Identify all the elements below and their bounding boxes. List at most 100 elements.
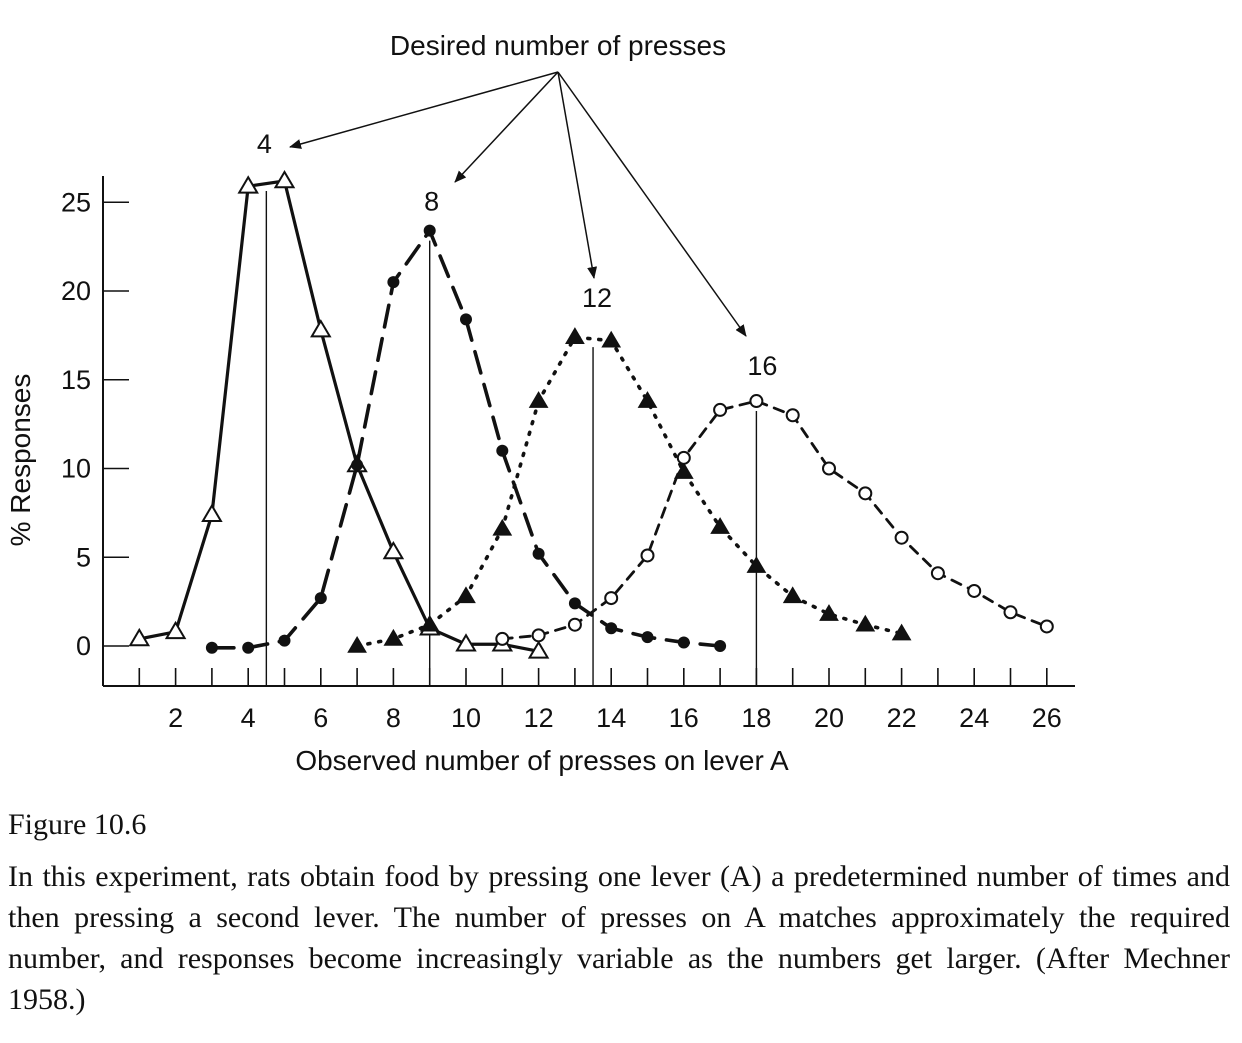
data-point [641,631,654,644]
data-point [164,620,187,640]
data-point [1039,619,1054,634]
target-lines [265,190,758,686]
x-tick-label: 8 [386,703,401,733]
x-tick-label: 2 [168,703,183,733]
data-point [242,641,255,654]
x-tick-label: 26 [1032,703,1062,733]
data-point [604,591,619,606]
data-point [673,462,694,479]
data-point [746,556,767,573]
target-label-8: 8 [424,187,439,217]
data-point [565,327,585,344]
target-label-4: 4 [257,129,272,159]
data-point [822,461,836,476]
data-point [782,586,803,604]
x-tick-label: 20 [814,703,844,733]
x-tick-label: 14 [596,703,626,733]
annotation-arrow [557,71,747,337]
data-point [601,330,622,348]
x-tick-label: 18 [741,703,771,733]
y-tick-label: 25 [61,187,91,217]
y-tick-label: 15 [61,365,91,395]
data-point [710,517,730,534]
y-tick-label: 20 [61,276,91,306]
data-point [387,276,400,289]
data-point [383,628,404,646]
data-point [819,604,839,621]
x-tick-label: 16 [669,703,699,733]
x-tick-label: 4 [241,703,256,733]
data-point [858,486,873,501]
y-tick-label: 0 [76,631,91,661]
annotation-arrow [557,71,598,279]
figure-caption-body: In this experiment, rats obtain food by … [8,860,1230,1016]
data-point [314,592,327,605]
x-tick-label: 6 [313,703,328,733]
target-label-12: 12 [582,283,612,313]
series-4 [128,169,550,659]
data-point [456,586,476,604]
data-point [1003,605,1018,620]
data-point [528,391,549,408]
annotation-arrow [289,71,559,149]
series-16 [495,394,1054,646]
series-group [128,169,1054,659]
data-point [382,540,405,560]
data-point [351,458,364,471]
data-point [637,391,658,408]
data-point [128,627,151,647]
desired-presses-annotation: Desired number of presses [390,30,726,61]
data-point [419,614,440,632]
data-point [677,636,690,649]
x-tick-label: 22 [887,703,917,733]
data-point [785,408,800,423]
y-axis-label: % Responses [5,374,36,547]
data-point [531,628,546,643]
data-point [237,175,259,194]
data-point [713,402,728,417]
data-point [527,640,550,659]
data-point [423,224,436,237]
series-line [500,399,1049,641]
data-point [567,617,582,632]
x-tick-label: 12 [524,703,554,733]
figure-caption-title: Figure 10.6 [8,808,147,841]
x-tick-label: 24 [959,703,989,733]
data-point [930,566,945,581]
data-point [496,444,509,457]
data-point [201,503,223,522]
data-point [205,641,218,654]
data-point [676,450,691,465]
data-point [967,583,982,598]
data-point [749,394,764,409]
y-tick-label: 5 [76,542,91,572]
data-point [492,518,513,536]
x-axis-label: Observed number of presses on lever A [295,745,789,776]
data-point [278,634,291,647]
annotation-arrow [454,71,559,183]
series-line [210,228,722,650]
data-point [273,169,296,189]
data-point [532,547,545,560]
data-point [640,548,655,563]
data-point [455,633,477,652]
series-8 [205,224,727,654]
chart-figure: 2 4 6 8 10 12 14 16 18 20 22 24 26 0 5 10 15 20 25 Observe… [5,30,1075,776]
y-tick-label: 10 [61,454,91,484]
data-point [894,530,909,545]
series-12 [347,327,912,653]
data-point [891,623,912,641]
data-point [310,319,332,338]
data-point [460,313,472,326]
data-point [495,631,510,646]
data-point [714,640,727,652]
data-point [568,597,581,610]
data-point [855,614,876,632]
target-label-16: 16 [747,351,777,381]
labels: Observed number of presses on lever A % R… [5,30,789,776]
data-point [605,622,618,635]
data-point [347,636,367,653]
series-line [137,179,541,653]
